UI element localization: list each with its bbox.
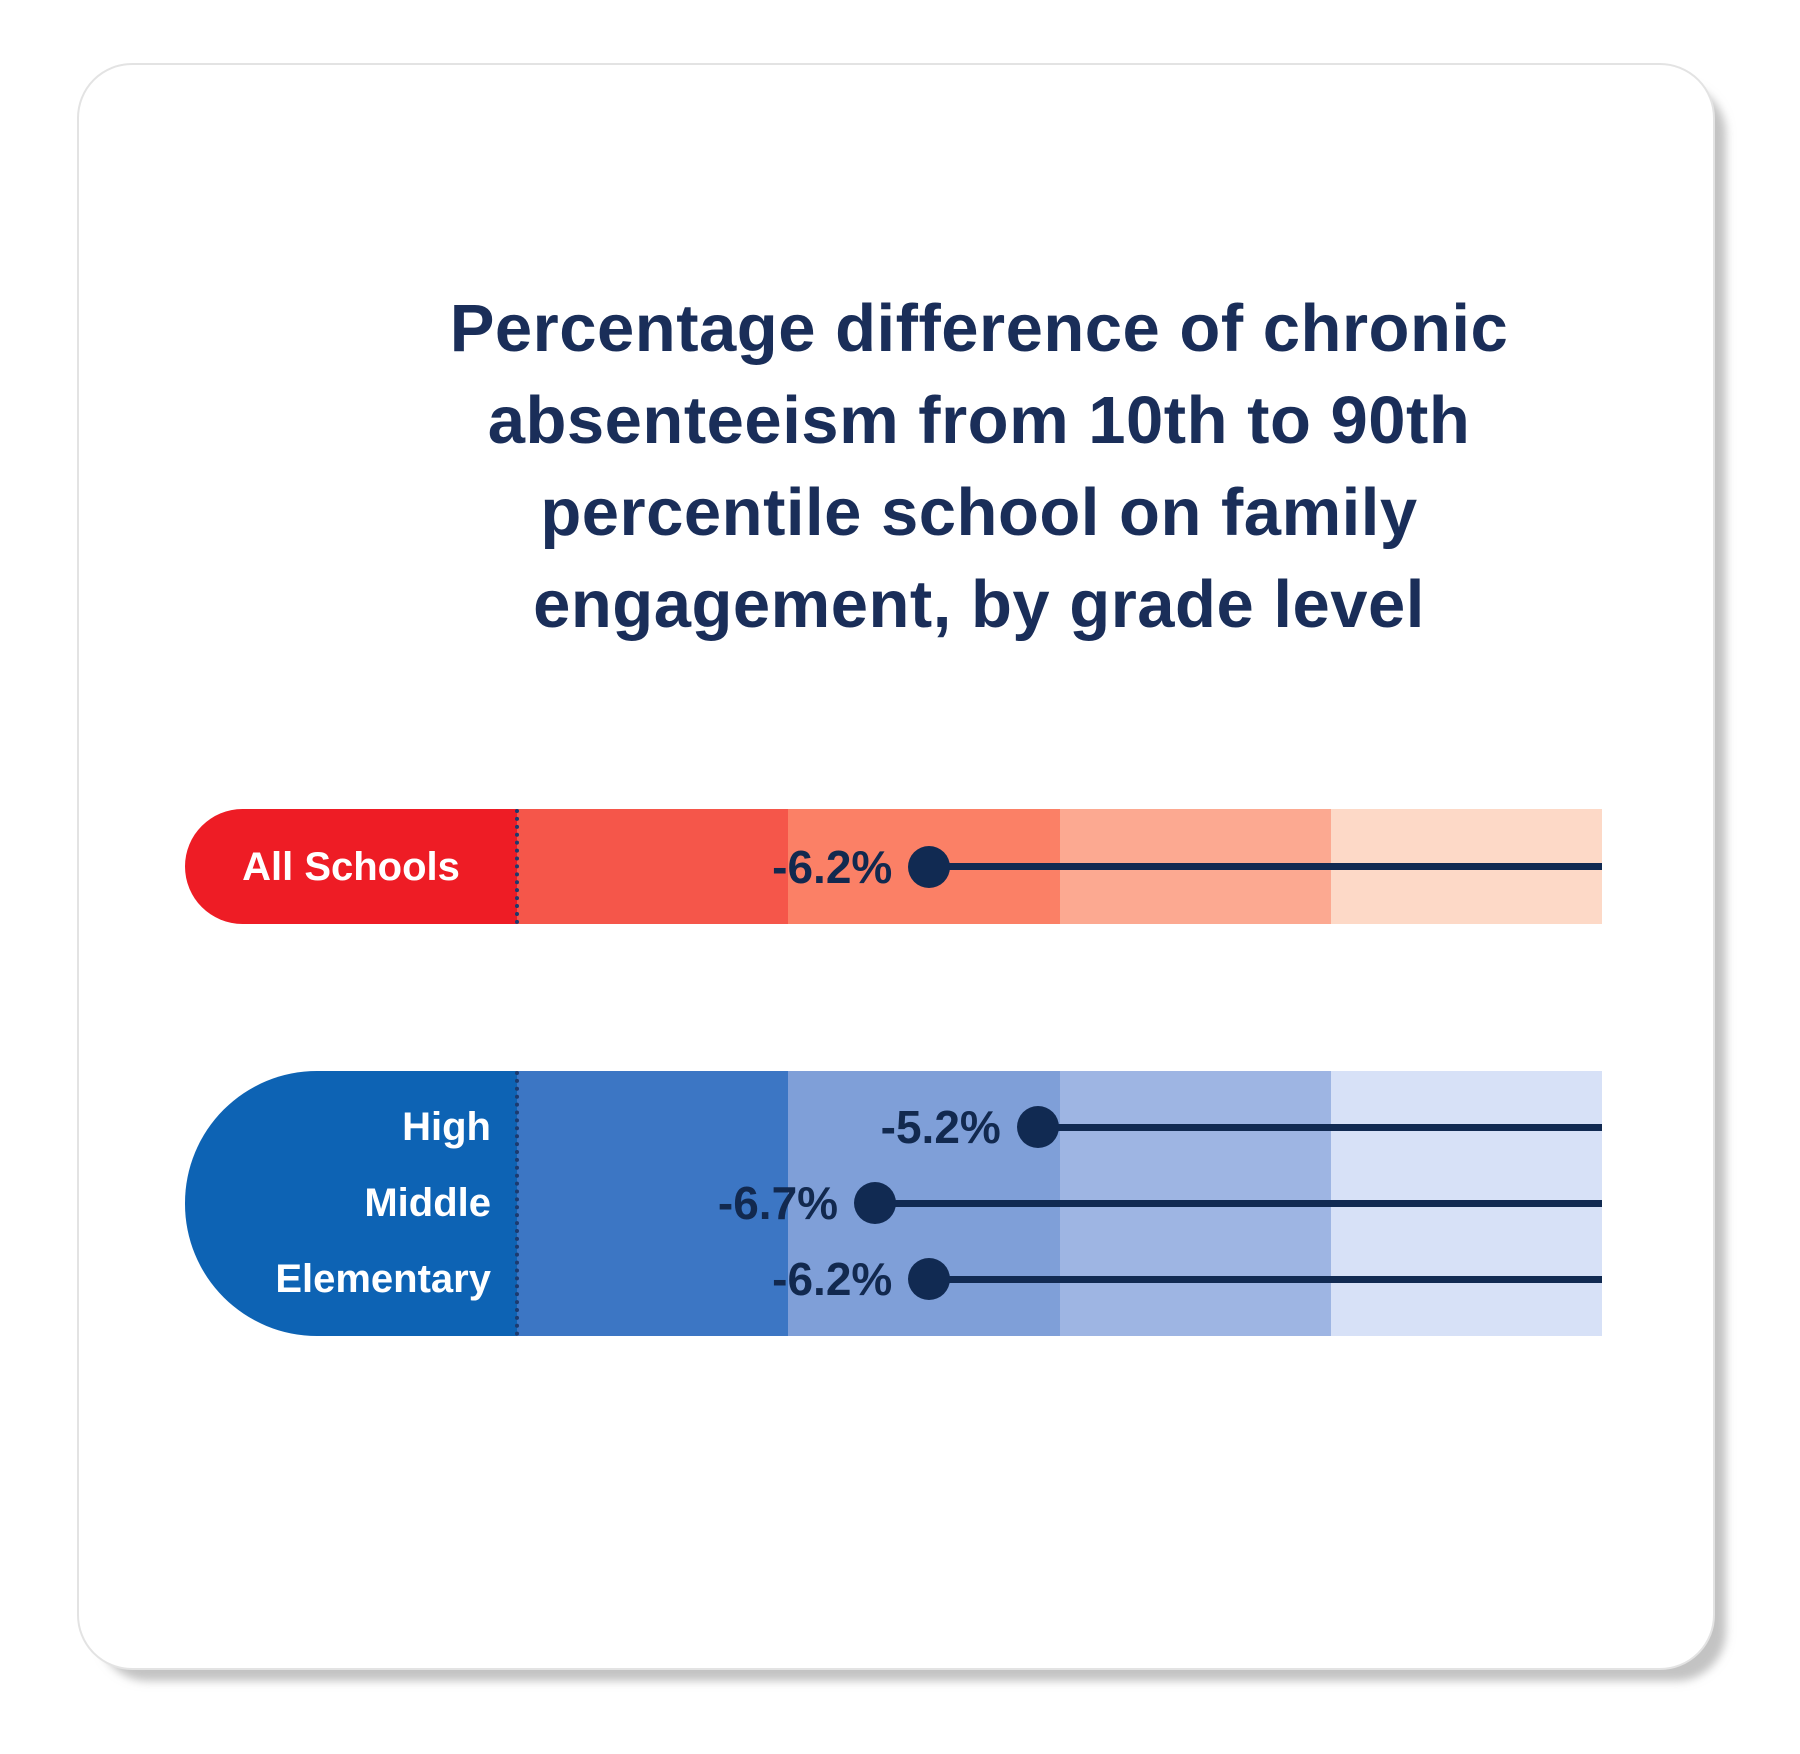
- bar-segment: [185, 809, 517, 924]
- grade-level-bar: [185, 1071, 1602, 1336]
- bar-segment: [517, 1071, 789, 1336]
- all-schools-bar: [185, 809, 1602, 924]
- bar-segment: [788, 809, 1060, 924]
- chart-title: Percentage difference of chronic absente…: [79, 283, 1800, 651]
- zero-baseline-dotted-line: [515, 809, 519, 924]
- bar-segment: [1059, 1071, 1331, 1336]
- title-line-2: absenteeism from 10th to 90th: [487, 383, 1471, 458]
- bar-segment: [185, 1071, 517, 1336]
- bar-segment: [1330, 1071, 1602, 1336]
- zero-baseline-dotted-line: [515, 1071, 519, 1336]
- bar-segment: [1059, 809, 1331, 924]
- bar-segment: [1330, 809, 1602, 924]
- title-line-4: engagement, by grade level: [533, 567, 1425, 642]
- title-line-3: percentile school on family: [540, 475, 1418, 550]
- bar-segment: [517, 809, 789, 924]
- title-line-1: Percentage difference of chronic: [449, 291, 1509, 366]
- bar-segment: [788, 1071, 1060, 1336]
